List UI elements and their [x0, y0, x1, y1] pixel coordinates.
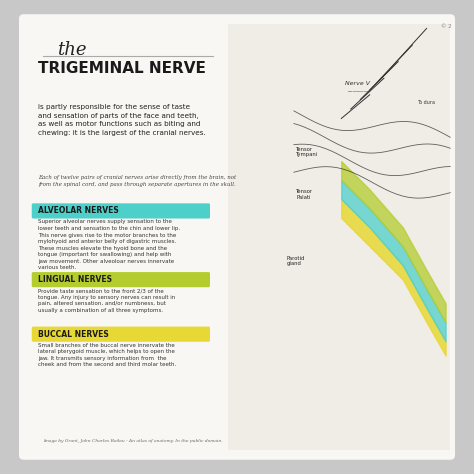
FancyBboxPatch shape	[32, 327, 210, 342]
Text: is partly responsible for the sense of taste
and sensation of parts of the face : is partly responsible for the sense of t…	[38, 104, 206, 136]
FancyBboxPatch shape	[32, 272, 210, 287]
FancyBboxPatch shape	[32, 203, 210, 219]
Text: Tensor
Tympani: Tensor Tympani	[296, 146, 319, 157]
Text: Superior alveolar nerves supply sensation to the
lower teeth and sensation to th: Superior alveolar nerves supply sensatio…	[38, 219, 180, 270]
FancyBboxPatch shape	[19, 14, 455, 460]
Text: LINGUAL NERVES: LINGUAL NERVES	[38, 275, 112, 284]
Text: Small branches of the buccal nerve innervate the
lateral pterygoid muscle, which: Small branches of the buccal nerve inner…	[38, 343, 176, 367]
Text: ALVEOLAR NERVES: ALVEOLAR NERVES	[38, 207, 118, 215]
Text: Image by Grant, John Charles Boileu - An atlas of anatomy. In the public domain.: Image by Grant, John Charles Boileu - An…	[43, 439, 222, 443]
Text: Tensor
Palati: Tensor Palati	[296, 189, 313, 200]
Text: the: the	[57, 40, 86, 58]
Text: Parotid
gland: Parotid gland	[287, 255, 305, 266]
Text: ________: ________	[347, 87, 369, 92]
Text: To dura: To dura	[417, 100, 435, 105]
Text: © 2: © 2	[441, 25, 452, 29]
Text: Each of twelve pairs of cranial nerves arise directly from the brain, not
from t: Each of twelve pairs of cranial nerves a…	[38, 175, 236, 187]
Text: TRIGEMINAL NERVE: TRIGEMINAL NERVE	[38, 62, 206, 76]
Text: BUCCAL NERVES: BUCCAL NERVES	[38, 330, 109, 338]
Text: Provide taste sensation to the front 2/3 of the
tongue. Any injury to sensory ne: Provide taste sensation to the front 2/3…	[38, 288, 175, 313]
Bar	[228, 24, 450, 450]
Text: Nerve V: Nerve V	[346, 82, 370, 86]
